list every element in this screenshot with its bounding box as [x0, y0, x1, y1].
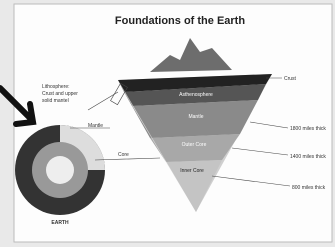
title: Foundations of the Earth	[115, 15, 245, 27]
core-label: Core	[118, 152, 129, 158]
layer-thickness: 800 miles thick	[292, 185, 326, 191]
layer-name: Mantle	[188, 114, 203, 120]
layer-thickness: 1400 miles thick	[290, 154, 326, 160]
globe-inner-core	[46, 156, 74, 184]
lithosphere-label: solid mantel	[42, 98, 69, 104]
layer-name: Inner Core	[180, 168, 204, 174]
layer-name: Outer Core	[182, 142, 207, 148]
earth-label: EARTH	[51, 220, 69, 226]
asthenosphere-label: Asthenosphere	[179, 92, 213, 98]
lithosphere-label: Crust and upper	[42, 91, 78, 97]
mantle-label: Mantle	[88, 123, 103, 129]
worksheet: Foundations of the Earth Lithosphere: Cr…	[0, 0, 335, 247]
lithosphere-label: Lithosphere:	[42, 84, 70, 90]
layer-thickness: 1800 miles thick	[290, 126, 326, 132]
crust-label: Crust	[284, 76, 297, 82]
